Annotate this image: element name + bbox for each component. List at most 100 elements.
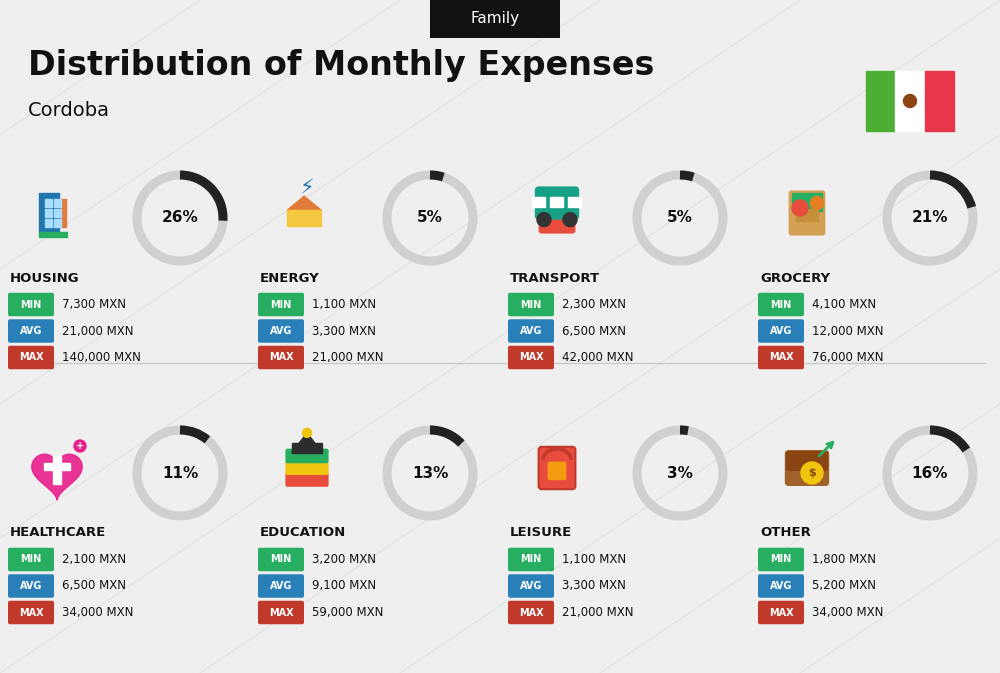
- Text: 5,200 MXN: 5,200 MXN: [812, 579, 876, 592]
- Bar: [287, 210, 321, 226]
- Text: 12,000 MXN: 12,000 MXN: [812, 324, 884, 337]
- Bar: [550, 197, 563, 207]
- Text: GROCERY: GROCERY: [760, 271, 830, 285]
- Text: 4,100 MXN: 4,100 MXN: [812, 298, 876, 311]
- Bar: [895, 71, 925, 131]
- Text: MIN: MIN: [270, 555, 292, 565]
- Bar: [45, 199, 52, 207]
- Text: 6,500 MXN: 6,500 MXN: [62, 579, 126, 592]
- Text: 3%: 3%: [667, 466, 693, 481]
- Text: 9,100 MXN: 9,100 MXN: [312, 579, 376, 592]
- FancyBboxPatch shape: [508, 319, 554, 343]
- Text: HOUSING: HOUSING: [10, 271, 80, 285]
- Polygon shape: [32, 454, 82, 500]
- Text: AVG: AVG: [770, 581, 792, 591]
- Bar: [45, 209, 52, 217]
- Circle shape: [74, 440, 86, 452]
- FancyBboxPatch shape: [8, 346, 54, 369]
- Text: 2,100 MXN: 2,100 MXN: [62, 553, 126, 566]
- Text: 6,500 MXN: 6,500 MXN: [562, 324, 626, 337]
- Text: 26%: 26%: [162, 211, 198, 225]
- FancyBboxPatch shape: [430, 0, 560, 38]
- Text: Family: Family: [470, 11, 520, 26]
- Circle shape: [904, 94, 916, 108]
- Text: 140,000 MXN: 140,000 MXN: [62, 351, 141, 364]
- Text: 42,000 MXN: 42,000 MXN: [562, 351, 634, 364]
- Text: 3,200 MXN: 3,200 MXN: [312, 553, 376, 566]
- Text: OTHER: OTHER: [760, 526, 811, 540]
- Text: Distribution of Monthly Expenses: Distribution of Monthly Expenses: [28, 48, 654, 81]
- Circle shape: [792, 200, 808, 216]
- Text: 21,000 MXN: 21,000 MXN: [62, 324, 134, 337]
- Text: MAX: MAX: [519, 608, 543, 618]
- FancyBboxPatch shape: [508, 601, 554, 625]
- FancyBboxPatch shape: [8, 548, 54, 571]
- Bar: [54, 219, 61, 227]
- Text: MIN: MIN: [520, 555, 542, 565]
- Text: 1,100 MXN: 1,100 MXN: [562, 553, 626, 566]
- Bar: [568, 197, 581, 207]
- Text: MAX: MAX: [519, 353, 543, 363]
- Text: $: $: [808, 468, 816, 478]
- FancyBboxPatch shape: [758, 319, 804, 343]
- FancyBboxPatch shape: [535, 186, 579, 219]
- FancyBboxPatch shape: [758, 601, 804, 625]
- Text: 2,300 MXN: 2,300 MXN: [562, 298, 626, 311]
- Text: 16%: 16%: [912, 466, 948, 481]
- Bar: [796, 209, 818, 221]
- FancyBboxPatch shape: [758, 574, 804, 598]
- Text: ⚡: ⚡: [300, 178, 314, 198]
- Text: AVG: AVG: [270, 326, 292, 336]
- Text: MAX: MAX: [269, 608, 293, 618]
- FancyBboxPatch shape: [8, 319, 54, 343]
- Text: AVG: AVG: [770, 326, 792, 336]
- FancyBboxPatch shape: [258, 319, 304, 343]
- Text: 21%: 21%: [912, 211, 948, 225]
- Text: AVG: AVG: [520, 581, 542, 591]
- Bar: [292, 443, 322, 453]
- FancyBboxPatch shape: [548, 462, 566, 481]
- Text: MAX: MAX: [769, 353, 793, 363]
- Circle shape: [801, 462, 823, 484]
- Bar: [45, 219, 52, 227]
- Text: 21,000 MXN: 21,000 MXN: [562, 606, 634, 619]
- Text: HEALTHCARE: HEALTHCARE: [10, 526, 106, 540]
- Bar: [54, 199, 61, 207]
- Text: MAX: MAX: [769, 608, 793, 618]
- FancyBboxPatch shape: [508, 346, 554, 369]
- FancyBboxPatch shape: [8, 293, 54, 316]
- Circle shape: [810, 197, 824, 209]
- Text: AVG: AVG: [20, 326, 42, 336]
- FancyBboxPatch shape: [258, 346, 304, 369]
- Text: 59,000 MXN: 59,000 MXN: [312, 606, 383, 619]
- Text: AVG: AVG: [20, 581, 42, 591]
- Text: MIN: MIN: [20, 555, 42, 565]
- Circle shape: [563, 213, 577, 227]
- Text: MAX: MAX: [269, 353, 293, 363]
- Text: 3,300 MXN: 3,300 MXN: [312, 324, 376, 337]
- Text: LEISURE: LEISURE: [510, 526, 572, 540]
- Text: 34,000 MXN: 34,000 MXN: [62, 606, 133, 619]
- Text: MAX: MAX: [19, 353, 43, 363]
- Text: MIN: MIN: [20, 299, 42, 310]
- Text: MAX: MAX: [19, 608, 43, 618]
- Text: Cordoba: Cordoba: [28, 102, 110, 120]
- Text: 5%: 5%: [417, 211, 443, 225]
- Bar: [39, 193, 59, 233]
- Text: TRANSPORT: TRANSPORT: [510, 271, 600, 285]
- FancyBboxPatch shape: [258, 293, 304, 316]
- Circle shape: [537, 213, 551, 227]
- Text: MIN: MIN: [770, 555, 792, 565]
- FancyBboxPatch shape: [758, 293, 804, 316]
- Text: 34,000 MXN: 34,000 MXN: [812, 606, 883, 619]
- FancyBboxPatch shape: [539, 213, 575, 234]
- FancyBboxPatch shape: [285, 460, 329, 475]
- Polygon shape: [292, 433, 322, 453]
- Bar: [925, 71, 954, 131]
- FancyBboxPatch shape: [508, 293, 554, 316]
- FancyBboxPatch shape: [508, 574, 554, 598]
- Text: 3,300 MXN: 3,300 MXN: [562, 579, 626, 592]
- FancyBboxPatch shape: [258, 548, 304, 571]
- Text: 7,300 MXN: 7,300 MXN: [62, 298, 126, 311]
- FancyBboxPatch shape: [758, 346, 804, 369]
